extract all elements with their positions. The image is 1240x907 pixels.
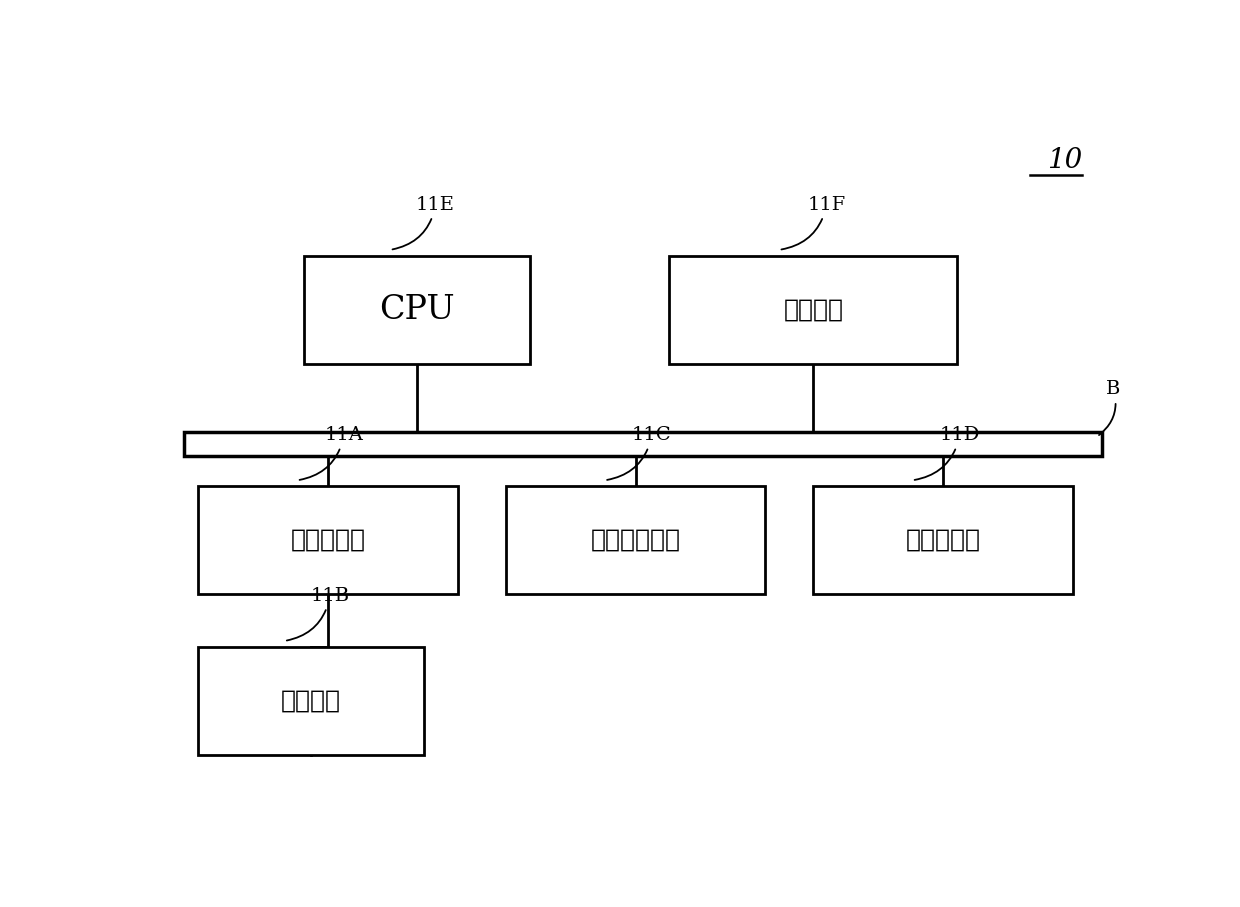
Bar xyxy=(813,486,1073,594)
Text: 记录介质: 记录介质 xyxy=(281,689,341,712)
Bar xyxy=(670,256,957,364)
Text: B: B xyxy=(1099,380,1121,435)
Text: 11F: 11F xyxy=(781,196,846,249)
Text: 接口装置: 接口装置 xyxy=(784,298,843,321)
Text: 11C: 11C xyxy=(608,426,672,480)
Bar xyxy=(198,486,458,594)
Text: 10: 10 xyxy=(1047,147,1083,174)
Text: 辅助存储装置: 辅助存储装置 xyxy=(590,529,681,551)
Bar xyxy=(304,256,529,364)
Bar xyxy=(506,486,765,594)
Bar xyxy=(184,432,1101,456)
Bar xyxy=(198,647,424,755)
Text: 11A: 11A xyxy=(300,426,363,480)
Text: 11D: 11D xyxy=(915,426,980,480)
Text: CPU: CPU xyxy=(379,294,455,326)
Text: 驱动器装置: 驱动器装置 xyxy=(290,529,366,551)
Text: 11E: 11E xyxy=(393,196,455,249)
Text: 11B: 11B xyxy=(286,587,350,640)
Text: 存储器装置: 存储器装置 xyxy=(905,529,981,551)
